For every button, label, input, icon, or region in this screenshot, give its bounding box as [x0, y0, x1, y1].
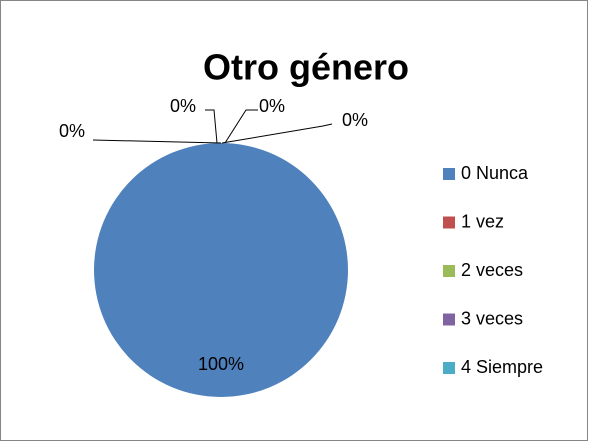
legend-swatch — [443, 168, 455, 180]
data-label: 0% — [259, 96, 285, 116]
legend-swatch — [443, 216, 455, 229]
legend-label: 0 Nunca — [461, 163, 529, 183]
legend-label: 3 veces — [461, 308, 523, 328]
leader-line — [205, 109, 218, 144]
legend-swatch — [443, 362, 455, 374]
data-label: 0% — [170, 96, 196, 116]
legend-swatch — [443, 265, 455, 277]
data-label: 0% — [342, 110, 368, 130]
legend-label: 4 Siempre — [461, 357, 543, 377]
leader-line — [92, 139, 222, 144]
legend-swatch — [443, 313, 455, 326]
chart-title: Otro género — [203, 47, 409, 88]
data-label: 0% — [59, 121, 85, 141]
leader-line — [224, 109, 258, 144]
leader-line — [221, 123, 333, 144]
legend-label: 1 vez — [461, 211, 504, 231]
data-label: 100% — [198, 354, 244, 374]
legend-label: 2 veces — [461, 260, 523, 280]
pie-slice — [94, 143, 348, 397]
